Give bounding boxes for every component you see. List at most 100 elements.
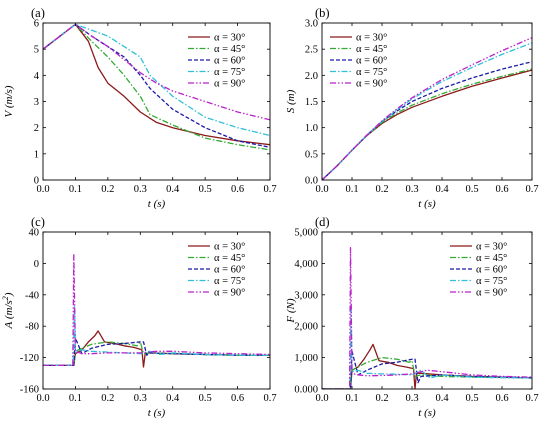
series-line-5 (43, 23, 270, 121)
legend-label: α = 75° (476, 276, 507, 287)
legend-label: α = 90° (356, 79, 387, 90)
legend-label: α = 45° (476, 253, 507, 264)
x-tick-label: 0.2 (375, 184, 388, 195)
y-tick-label: 2.0 (305, 71, 318, 82)
panel-1: 0.0 0.1 0.2 0.3 0.4 0.5 0.6 0.7 0 1 2 3 4 5 6 t (s) V (m… (3, 6, 277, 210)
x-tick-label: 0.3 (134, 393, 147, 404)
y-tick-label: -40 (25, 290, 39, 301)
x-axis-label: t (s) (148, 407, 166, 419)
legend-label: α = 60° (214, 265, 245, 276)
y-tick-label: -160 (20, 385, 39, 396)
y-tick-label: 3.0 (305, 19, 318, 30)
x-tick-label: 0.3 (405, 184, 418, 195)
panel-label: (a) (31, 6, 45, 20)
x-tick-label: 0.6 (231, 184, 244, 195)
y-tick-label: 5,000 (294, 228, 318, 239)
series-line-2 (322, 68, 532, 180)
series-line-1 (322, 343, 532, 389)
legend-label: α = 30° (214, 242, 245, 253)
y-axis-label-end: ) (3, 292, 15, 297)
x-tick-label: 0.4 (166, 184, 180, 195)
x-tick-label: 0.7 (525, 184, 538, 195)
x-tick-label: 0.6 (495, 393, 508, 404)
series-line-3 (322, 350, 532, 389)
y-tick-label: 40 (29, 228, 40, 239)
x-axis-label: t (s) (418, 198, 436, 210)
y-tick-label: 2,000 (294, 322, 318, 333)
x-tick-label: 0.5 (465, 393, 478, 404)
y-tick-label: 2.5 (305, 45, 318, 56)
y-tick-label: 6 (34, 19, 39, 30)
x-tick-label: 0.2 (101, 184, 114, 195)
y-axis-label-main: A (m/s (3, 300, 15, 329)
x-tick-label: 0.3 (405, 393, 418, 404)
x-tick-label: 0.5 (199, 393, 212, 404)
x-tick-label: 0.2 (375, 393, 388, 404)
y-tick-label: 4 (34, 71, 40, 82)
y-tick-label: 1.0 (305, 123, 318, 134)
y-tick-label: 2 (34, 123, 39, 134)
x-axis-label: t (s) (148, 198, 166, 210)
x-tick-label: 0.7 (263, 393, 276, 404)
x-tick-label: 0.4 (435, 393, 449, 404)
x-tick-label: 0.5 (199, 184, 212, 195)
panel-label: (d) (315, 215, 330, 229)
x-tick-label: 0.5 (465, 184, 478, 195)
legend-label: α = 90° (214, 288, 245, 299)
y-tick-label: 4,000 (294, 259, 318, 270)
series-line-2 (322, 356, 532, 389)
legend-label: α = 90° (214, 79, 245, 90)
legend-label: α = 45° (214, 44, 245, 55)
series-line-5 (43, 253, 270, 367)
x-axis-label: t (s) (418, 407, 436, 419)
legend-label: α = 60° (476, 265, 507, 276)
y-tick-label: -80 (25, 322, 39, 333)
series-line-5 (322, 37, 532, 180)
plot-frame (321, 231, 533, 390)
y-tick-label: 5 (34, 45, 39, 56)
panel-label: (b) (315, 6, 330, 20)
legend-label: α = 75° (356, 67, 387, 78)
x-tick-label: 0.7 (263, 184, 276, 195)
legend-label: α = 75° (214, 276, 245, 287)
y-tick-label: 0 (34, 259, 39, 270)
x-tick-label: 0.1 (345, 184, 358, 195)
x-tick-label: 0.4 (166, 393, 180, 404)
series-line-4 (322, 303, 532, 389)
series-line-4 (43, 305, 270, 367)
x-tick-label: 0.1 (345, 393, 358, 404)
y-tick-label: 0 (34, 176, 39, 187)
legend-label: α = 30° (476, 242, 507, 253)
y-tick-label: 1 (34, 149, 39, 160)
series-line-1 (322, 69, 532, 180)
x-tick-label: 0.3 (134, 184, 147, 195)
x-tick-label: 0.0 (315, 393, 328, 404)
legend-label: α = 90° (476, 288, 507, 299)
x-tick-label: 0.0 (315, 184, 328, 195)
y-tick-label: 0.5 (305, 149, 318, 160)
y-tick-label: -120 (20, 353, 39, 364)
y-tick-label: 0.000 (294, 385, 318, 396)
plot-frame (42, 231, 271, 390)
legend-label: α = 45° (214, 253, 245, 264)
x-tick-label: 0.2 (101, 393, 114, 404)
series-line-3 (322, 61, 532, 180)
y-axis-label: S (m) (285, 89, 297, 113)
panel-4: 0.0 0.1 0.2 0.3 0.4 0.5 0.6 0.7 0.000 1,000 2,000 3… (285, 215, 539, 419)
x-tick-label: 0.0 (36, 184, 49, 195)
y-axis-label-sup: 2 (1, 296, 10, 300)
y-axis-label: F (N) (285, 298, 297, 323)
x-tick-label: 0.1 (69, 184, 82, 195)
y-tick-label: 1,000 (294, 353, 318, 364)
y-axis-label: V (m/s) (3, 85, 15, 117)
y-tick-label: 0.0 (305, 176, 318, 187)
y-tick-label: 3 (34, 97, 39, 108)
series-line-5 (322, 247, 532, 389)
legend-label: α = 60° (356, 56, 387, 67)
x-tick-label: 0.4 (435, 184, 449, 195)
y-axis-label: A (m/s2) (1, 292, 15, 329)
series-line-1 (43, 330, 270, 368)
legend-label: α = 45° (356, 44, 387, 55)
panel-2: 0.0 0.1 0.2 0.3 0.4 0.5 0.6 0.7 0.0 0.5 1.0 1.5 2.0 2… (285, 6, 539, 210)
